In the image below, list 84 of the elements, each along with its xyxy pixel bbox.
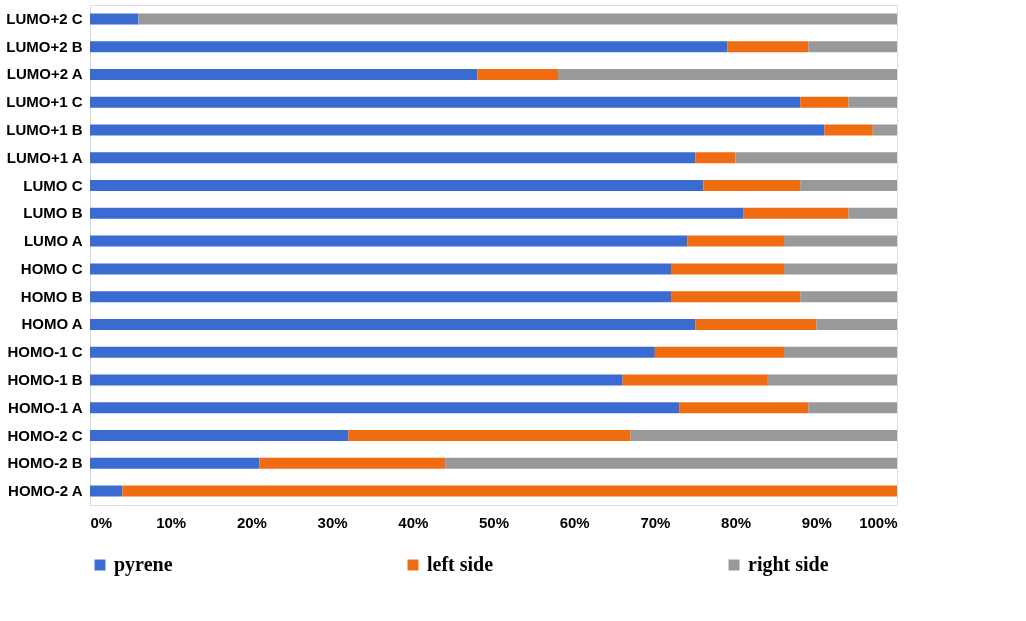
bar	[477, 68, 559, 80]
bar	[784, 235, 897, 247]
y-tick-label: HOMO-2 B	[7, 454, 83, 472]
bar	[90, 96, 801, 108]
y-tick-label: LUMO+1 C	[6, 93, 83, 111]
bar	[800, 291, 897, 303]
bar	[679, 402, 809, 414]
y-tick-label: HOMO A	[21, 315, 83, 333]
bar	[695, 318, 817, 330]
x-tick-label: 90%	[801, 513, 832, 531]
y-tick-label: LUMO C	[23, 176, 83, 194]
bar	[90, 207, 744, 219]
bar	[808, 41, 897, 53]
y-tick-label: HOMO C	[20, 259, 83, 277]
bar	[784, 263, 897, 275]
bar	[90, 68, 478, 80]
bar	[800, 180, 897, 192]
bar	[872, 124, 897, 136]
bar	[703, 180, 801, 192]
x-tick-label: 60%	[559, 513, 590, 531]
x-tick-label: 20%	[236, 513, 267, 531]
legend-label: right side	[748, 553, 829, 576]
bar	[654, 346, 785, 358]
bar	[743, 207, 849, 219]
bar	[824, 124, 873, 136]
y-tick-label: HOMO-1 C	[7, 343, 83, 361]
y-tick-label: LUMO A	[23, 232, 83, 250]
bar	[848, 207, 897, 219]
bar	[90, 263, 672, 275]
bar	[90, 291, 672, 303]
bar	[90, 41, 728, 53]
x-tick-label: 30%	[317, 513, 348, 531]
bar	[695, 152, 736, 164]
x-tick-label: 80%	[721, 513, 752, 531]
bar	[671, 263, 785, 275]
bar	[687, 235, 785, 247]
bar	[816, 318, 897, 330]
x-tick-label: 100%	[859, 513, 898, 531]
y-tick-label: HOMO-2 A	[8, 482, 83, 500]
bar	[90, 346, 655, 358]
x-tick-label: 70%	[640, 513, 671, 531]
y-tick-label: LUMO B	[23, 204, 83, 222]
y-tick-label: LUMO+1 B	[6, 121, 83, 138]
bar	[90, 152, 696, 164]
bar	[671, 291, 801, 303]
bar	[90, 235, 688, 247]
x-tick-label: 0%	[90, 513, 113, 531]
y-tick-label: LUMO+2 A	[6, 65, 83, 83]
bar	[122, 485, 897, 497]
y-tick-label: HOMO-1 B	[7, 371, 83, 388]
legend-label: pyrene	[114, 553, 173, 576]
x-tick-label: 10%	[156, 513, 187, 531]
bar	[90, 430, 349, 442]
bar	[558, 68, 897, 80]
bar	[348, 430, 631, 442]
bar	[727, 41, 809, 53]
bar	[630, 430, 897, 442]
bar	[90, 457, 260, 469]
bar	[90, 13, 139, 25]
bar	[784, 346, 897, 358]
y-tick-label: HOMO B	[20, 287, 83, 305]
bar	[90, 402, 680, 414]
x-tick-label: 50%	[478, 513, 510, 531]
y-tick-label: LUMO+2 B	[6, 37, 83, 55]
bar	[90, 485, 123, 497]
legend-label: left side	[427, 553, 494, 575]
bar	[808, 402, 897, 414]
y-tick-label: LUMO+2 C	[6, 9, 83, 27]
bar	[90, 374, 623, 386]
bar	[90, 318, 696, 330]
bar	[445, 457, 897, 469]
bar	[800, 96, 849, 108]
y-tick-label: HOMO-2 C	[7, 426, 83, 444]
y-tick-label: HOMO-1 A	[8, 398, 83, 416]
x-tick-label: 40%	[398, 513, 429, 531]
bar	[90, 124, 825, 136]
bar	[138, 13, 897, 25]
bar	[767, 374, 897, 386]
y-tick-label: LUMO+1 A	[6, 148, 83, 166]
bar	[90, 180, 704, 192]
bar	[259, 457, 446, 469]
bar	[848, 96, 897, 108]
bar	[735, 152, 897, 164]
bar	[622, 374, 768, 386]
